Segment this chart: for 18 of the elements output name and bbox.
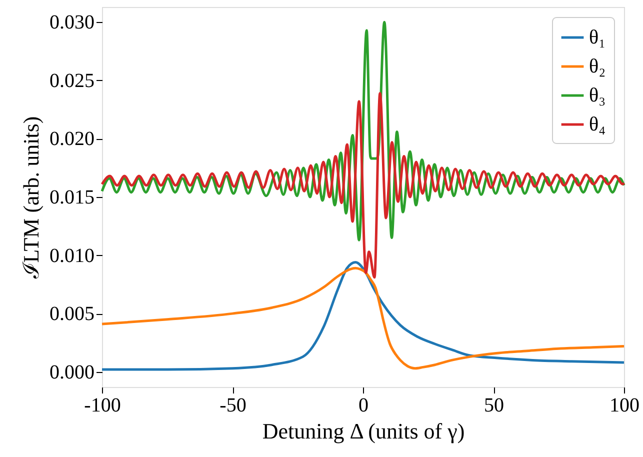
x-tick-label: -100 (84, 394, 121, 416)
y-axis-title: ℐLTM (arb. units) (18, 116, 44, 280)
legend-label: θ₁ (589, 26, 606, 48)
y-tick-label: 0.015 (50, 186, 94, 208)
x-tick-label: 50 (484, 394, 504, 416)
x-axis-title: Detuning Δ (units of γ) (262, 418, 465, 444)
y-tick-label: 0.010 (50, 244, 94, 267)
y-tick-label: 0.005 (50, 303, 94, 326)
y-tick-label: 0.030 (50, 12, 94, 34)
y-tick-label: 0.025 (50, 70, 94, 92)
x-tick-label: 100 (610, 394, 640, 416)
x-tick-label: -50 (220, 394, 246, 416)
legend-label: θ₃ (589, 84, 606, 106)
legend-label: θ₂ (589, 56, 606, 78)
y-tick-label: 0.020 (50, 128, 94, 150)
y-tick-label: 0.000 (50, 361, 94, 384)
x-tick-label: 0 (358, 394, 368, 416)
legend-label: θ₄ (589, 114, 606, 136)
